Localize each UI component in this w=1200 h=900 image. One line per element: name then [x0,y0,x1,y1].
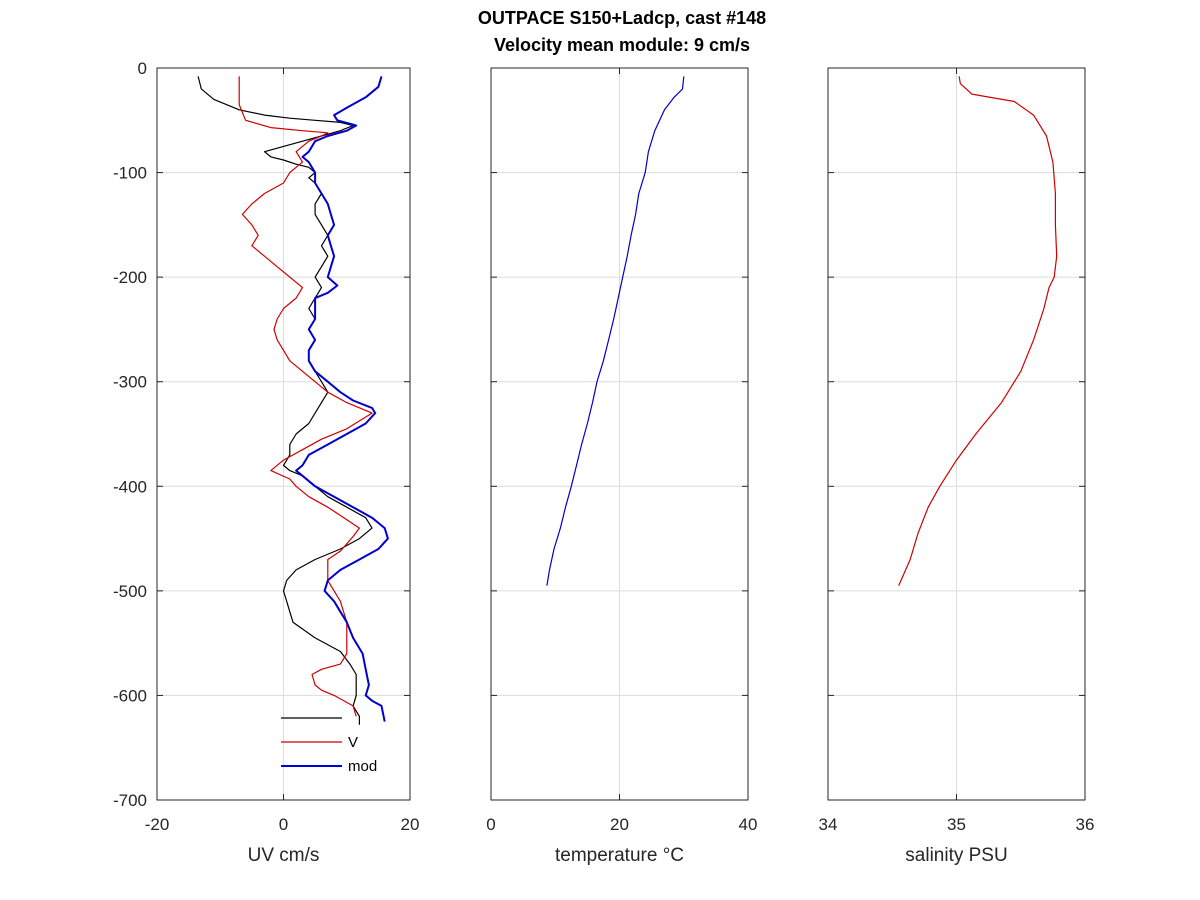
chart-subtitle: Velocity mean module: 9 cm/s [494,35,750,55]
y-tick-label: -500 [113,582,147,601]
temperature-x-tick-label: 0 [486,815,495,834]
chart-title: OUTPACE S150+Ladcp, cast #148 [478,8,766,28]
y-tick-label: -200 [113,268,147,287]
legend-label-V: V [348,734,358,751]
salinity-x-tick-label: 34 [819,815,838,834]
temperature-x-tick-label: 40 [739,815,758,834]
uv-x-tick-label: -20 [145,815,170,834]
y-tick-label: -100 [113,164,147,183]
salinity-series-line-series0 [898,76,1058,586]
salinity-panel: 34 35 36 salinity PSU [819,67,1095,866]
salinity-x-tick-label: 35 [947,815,966,834]
y-tick-label: -400 [113,477,147,496]
temperature-x-tick-label: 20 [610,815,629,834]
y-tick-label: 0 [138,59,147,78]
y-tick-label: -600 [113,686,147,705]
legend-label-mod: mod [348,758,377,775]
salinity-x-axis-label: salinity PSU [905,845,1007,866]
uv-series-line-mod [295,76,389,722]
uv-x-axis-label: UV cm/s [248,845,320,866]
uv-x-tick-label: 20 [401,815,420,834]
uv-x-tick-label: 0 [279,815,288,834]
temperature-series-line-series0 [546,76,685,586]
y-tick-label: -700 [113,791,147,810]
salinity-x-tick-label: 36 [1076,815,1095,834]
uv-series-line-V [238,76,373,717]
temperature-panel: 0 20 40 temperature °C [486,67,758,866]
temperature-x-axis-label: temperature °C [555,845,684,866]
y-tick-label: -300 [113,373,147,392]
